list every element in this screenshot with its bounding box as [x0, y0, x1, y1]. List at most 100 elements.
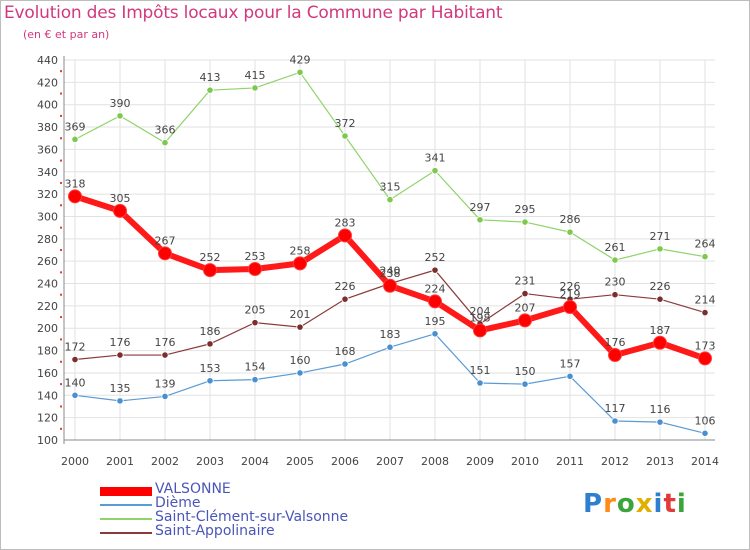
data-label: 116 [650, 403, 671, 416]
data-point [113, 203, 127, 218]
y-minor-tick [60, 159, 62, 162]
data-label: 106 [695, 414, 716, 427]
data-label: 154 [245, 361, 266, 374]
y-minor-tick [60, 92, 62, 95]
data-point [161, 139, 169, 147]
y-tick-label: 200 [37, 322, 58, 335]
y-minor-tick [60, 316, 62, 319]
data-label: 267 [155, 234, 176, 247]
data-label: 183 [380, 328, 401, 341]
logo-letter: P [583, 489, 604, 519]
data-point [521, 380, 529, 388]
data-label: 187 [650, 324, 671, 337]
data-point [566, 228, 574, 236]
data-point [701, 253, 709, 261]
data-point [71, 355, 79, 364]
data-label: 295 [515, 203, 536, 216]
data-label: 341 [425, 152, 446, 165]
x-tick-label: 2013 [646, 455, 674, 468]
y-minor-tick [60, 427, 62, 430]
data-point [71, 391, 79, 399]
data-point [116, 397, 124, 405]
data-label: 150 [515, 365, 536, 378]
data-label: 429 [290, 53, 311, 66]
logo-letter: x [635, 489, 654, 519]
data-label: 176 [110, 336, 131, 349]
y-tick-label: 100 [37, 434, 58, 447]
data-label: 186 [200, 325, 221, 338]
logo-letter: o [616, 489, 636, 519]
x-tick-label: 2008 [421, 455, 449, 468]
y-minor-tick [60, 383, 62, 386]
data-point [338, 228, 352, 243]
data-point [203, 263, 217, 278]
data-label: 151 [470, 364, 491, 377]
data-point [251, 376, 259, 384]
y-tick-label: 440 [37, 54, 58, 67]
data-point [698, 351, 712, 366]
data-point [656, 295, 664, 303]
y-tick-label: 300 [37, 210, 58, 223]
data-point [608, 348, 622, 363]
data-point [251, 84, 259, 92]
y-tick-label: 160 [37, 367, 58, 380]
proxiti-logo: Proxiti [583, 489, 687, 519]
logo-letter: i [653, 489, 664, 519]
x-tick-label: 2001 [106, 455, 134, 468]
data-point [293, 256, 307, 271]
data-point [566, 372, 574, 380]
data-point [296, 68, 304, 76]
data-label: 252 [425, 251, 446, 264]
data-point [611, 417, 619, 425]
data-point [341, 132, 349, 140]
x-tick-label: 2014 [691, 455, 719, 468]
data-point [296, 369, 304, 377]
data-label: 264 [695, 238, 716, 251]
y-tick-label: 360 [37, 143, 58, 156]
data-point [206, 86, 214, 94]
data-point [521, 289, 529, 298]
y-minor-tick [60, 293, 62, 296]
logo-letter: t [663, 489, 677, 519]
y-minor-tick [60, 70, 62, 73]
data-label: 195 [425, 315, 446, 328]
data-point [473, 323, 487, 338]
data-label: 305 [110, 192, 131, 205]
data-label: 283 [335, 216, 356, 229]
y-tick-label: 380 [37, 121, 58, 134]
data-point [611, 291, 619, 299]
data-point [161, 351, 169, 359]
y-tick-label: 140 [37, 389, 58, 402]
x-tick-label: 2010 [511, 455, 539, 468]
data-label: 214 [695, 294, 716, 307]
data-label: 258 [290, 244, 311, 257]
y-tick-label: 320 [37, 188, 58, 201]
x-tick-label: 2006 [331, 455, 359, 468]
data-label: 140 [65, 376, 86, 389]
chart-subtitle: (en € et par an) [23, 28, 110, 41]
data-label: 168 [335, 345, 356, 358]
data-label: 157 [560, 357, 581, 370]
data-label: 366 [155, 124, 176, 137]
data-label: 226 [560, 280, 581, 293]
data-point [431, 330, 439, 338]
data-label: 240 [380, 265, 401, 278]
data-point [116, 351, 124, 359]
y-minor-tick [60, 181, 62, 184]
x-tick-label: 2007 [376, 455, 404, 468]
data-point [476, 379, 484, 387]
data-point [158, 246, 172, 261]
data-label: 172 [65, 341, 86, 354]
data-point [341, 360, 349, 368]
data-label: 230 [605, 276, 626, 289]
data-point [428, 294, 442, 309]
data-label: 224 [425, 282, 446, 295]
data-label: 226 [650, 280, 671, 293]
y-minor-tick [60, 271, 62, 274]
data-point [653, 335, 667, 350]
data-point [71, 135, 79, 143]
data-label: 297 [470, 201, 491, 214]
legend-swatch [100, 486, 152, 496]
y-tick-label: 220 [37, 300, 58, 313]
